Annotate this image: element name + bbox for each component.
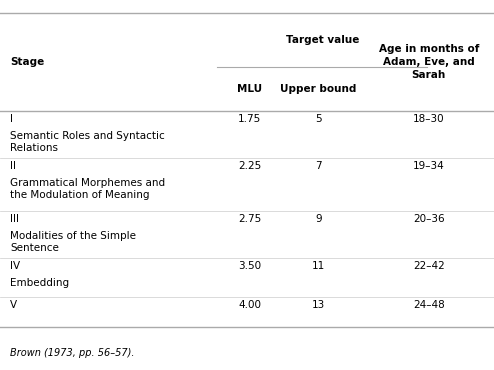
Text: 1.75: 1.75 <box>238 114 261 124</box>
Text: Stage: Stage <box>10 57 44 67</box>
Text: 24–48: 24–48 <box>413 300 445 310</box>
Text: 9: 9 <box>315 214 322 224</box>
Text: Upper bound: Upper bound <box>281 84 357 94</box>
Text: II: II <box>10 161 16 171</box>
Text: 22–42: 22–42 <box>413 261 445 271</box>
Text: V: V <box>10 300 17 310</box>
Text: 2.25: 2.25 <box>238 161 261 171</box>
Text: 13: 13 <box>312 300 325 310</box>
Text: MLU: MLU <box>237 84 262 94</box>
Text: Grammatical Morphemes and
the Modulation of Meaning: Grammatical Morphemes and the Modulation… <box>10 178 165 201</box>
Text: Modalities of the Simple
Sentence: Modalities of the Simple Sentence <box>10 231 136 253</box>
Text: 20–36: 20–36 <box>413 214 445 224</box>
Text: 7: 7 <box>315 161 322 171</box>
Text: 4.00: 4.00 <box>238 300 261 310</box>
Text: Age in months of
Adam, Eve, and
Sarah: Age in months of Adam, Eve, and Sarah <box>378 44 479 80</box>
Text: 3.50: 3.50 <box>238 261 261 271</box>
Text: 11: 11 <box>312 261 325 271</box>
Text: I: I <box>10 114 13 124</box>
Text: Target value: Target value <box>286 35 359 45</box>
Text: 5: 5 <box>315 114 322 124</box>
Text: 2.75: 2.75 <box>238 214 261 224</box>
Text: 19–34: 19–34 <box>413 161 445 171</box>
Text: 18–30: 18–30 <box>413 114 445 124</box>
Text: Brown (1973, pp. 56–57).: Brown (1973, pp. 56–57). <box>10 348 134 358</box>
Text: III: III <box>10 214 19 224</box>
Text: IV: IV <box>10 261 20 271</box>
Text: Semantic Roles and Syntactic
Relations: Semantic Roles and Syntactic Relations <box>10 131 165 154</box>
Text: Embedding: Embedding <box>10 278 69 287</box>
